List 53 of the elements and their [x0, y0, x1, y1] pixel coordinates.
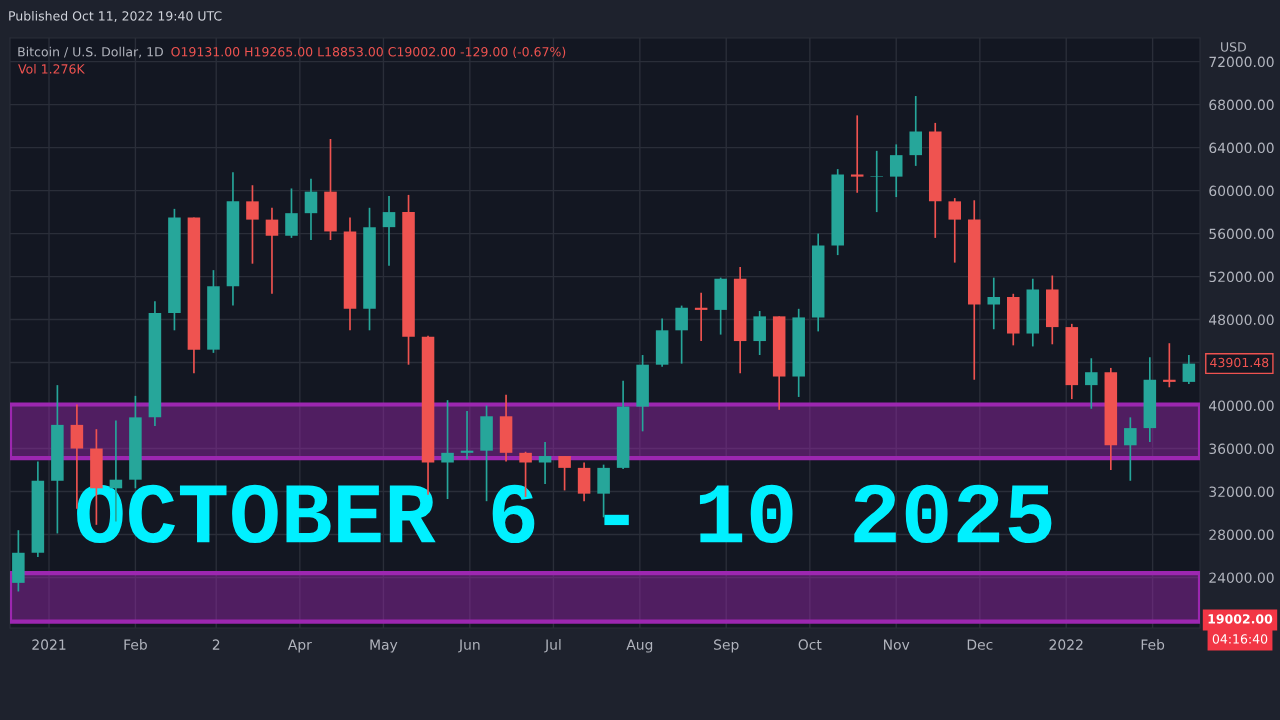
- y-tick-label: 28000.00: [1209, 529, 1274, 540]
- text: Published Oct 11, 2022 19:40 UTC: [9, 10, 222, 22]
- x-tick-label: Sep: [714, 639, 739, 653]
- x-tick-label: May: [370, 639, 398, 653]
- candlestick: [1124, 416, 1137, 482]
- text: O19131.00 H19265.00 L18853.00 C19002.00 -129.00 (-0.67%): [171, 46, 566, 58]
- candlestick: [558, 455, 571, 492]
- x-tick-label: Oct: [798, 639, 822, 650]
- y-axis-title: USD: [1221, 42, 1246, 52]
- x-tick-label: Apr: [287, 639, 312, 653]
- y-tick-label: 68000.00: [1209, 99, 1274, 111]
- y-tick-label: 24000.00: [1209, 572, 1274, 583]
- text: 04:16:40: [1212, 634, 1268, 644]
- y-tick-label: 36000.00: [1209, 443, 1274, 454]
- x-tick-label: Aug: [626, 639, 653, 653]
- candlestick: [948, 197, 962, 264]
- x-tick-label: Dec: [967, 639, 993, 650]
- candlestick: [987, 276, 1001, 331]
- y-tick-label: 40000.00: [1209, 400, 1274, 412]
- annotation: OCTOBER 6 - 10 2025: [77, 484, 1052, 544]
- x-tick-label: 2022: [1049, 639, 1083, 650]
- x-tick-label: 2021: [32, 639, 66, 650]
- y-tick-label: 72000.00: [1209, 56, 1274, 68]
- x-tick-label: Jun: [458, 639, 480, 653]
- y-tick-label: 56000.00: [1209, 228, 1274, 240]
- x-tick-label: Feb: [1141, 639, 1165, 650]
- y-tick-label: 48000.00: [1209, 314, 1274, 326]
- candlestick: [382, 195, 396, 267]
- x-tick-label: Jul: [544, 639, 561, 653]
- text: Bitcoin / U.S. Dollar, 1D: [18, 46, 163, 58]
- x-tick-label: Feb: [124, 639, 147, 650]
- candlestick: [1085, 357, 1098, 410]
- y-tick-label: 64000.00: [1209, 142, 1274, 154]
- candlestick: [304, 177, 318, 241]
- candlestick: [441, 399, 454, 500]
- y-tick-label: 32000.00: [1209, 486, 1274, 497]
- x-tick-label: Nov: [884, 639, 910, 650]
- candlestick: [1182, 354, 1196, 385]
- candlestick: [889, 143, 903, 198]
- annotation: 43901.48: [1210, 357, 1269, 368]
- x-tick-label: 2: [212, 639, 220, 650]
- candlestick: [675, 304, 688, 365]
- y-tick-label: 52000.00: [1209, 271, 1274, 283]
- text: 19002.00: [1208, 614, 1273, 624]
- candlestick: [909, 95, 923, 167]
- candlestick: [285, 187, 298, 239]
- candlestick: [870, 150, 883, 213]
- candlestick: [246, 184, 259, 265]
- y-tick-label: 60000.00: [1209, 185, 1274, 197]
- candlestick: [850, 114, 864, 194]
- candlestick: [1163, 342, 1176, 389]
- annotation: Vol 1.276K: [18, 63, 85, 74]
- candlestick: [265, 206, 279, 295]
